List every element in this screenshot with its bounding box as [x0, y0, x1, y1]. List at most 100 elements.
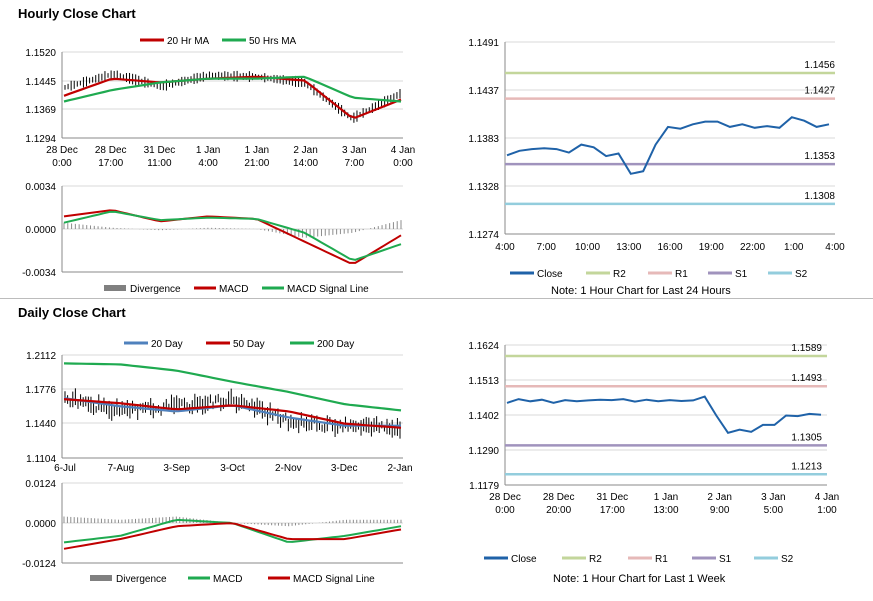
hourly-price-x-tick-time: 4:00 [198, 158, 218, 169]
hourly-price-x-tick-date: 1 Jan [196, 145, 220, 156]
daily-levels-x-tick-time: 17:00 [600, 505, 625, 516]
hourly-price-x-tick-date: 1 Jan [245, 145, 269, 156]
daily-levels-y-tick: 1.1402 [468, 411, 499, 422]
hourly-macd-legend-divergence-swatch [104, 285, 126, 291]
daily-levels-legend-r2-label: R2 [589, 554, 602, 565]
hourly-levels-y-tick: 1.1383 [468, 134, 499, 145]
hourly-levels-y-tick: 1.1491 [468, 38, 499, 49]
hourly-levels-level-label-s1: 1.1353 [804, 151, 835, 162]
daily-levels-x-tick-time: 9:00 [710, 505, 730, 516]
daily-levels-x-tick-date: 4 Jan [815, 492, 839, 503]
hourly-levels-level-label-s2: 1.1308 [804, 191, 835, 202]
hourly-price-y-tick: 1.1520 [25, 48, 56, 59]
daily-levels-x-tick-time: 20:00 [546, 505, 571, 516]
hourly-legend-ma20-label: 20 Hr MA [167, 36, 210, 47]
hourly-price-x-tick-time: 17:00 [98, 158, 123, 169]
daily-macd-y-tick: 0.0124 [25, 479, 56, 490]
daily-levels-legend-close-label: Close [511, 554, 537, 565]
hourly-price-y-tick: 1.1445 [25, 77, 56, 88]
daily-price-y-tick: 1.2112 [26, 351, 56, 362]
daily-macd-y-tick: 0.0000 [25, 519, 56, 530]
hourly-levels-x-tick: 22:00 [740, 242, 765, 253]
hourly-levels-note: Note: 1 Hour Chart for Last 24 Hours [551, 285, 731, 297]
daily-levels-x-tick-date: 28 Dec [543, 492, 575, 503]
daily-price-y-tick: 1.1440 [25, 419, 56, 430]
hourly-macd-y-tick: -0.0034 [22, 268, 56, 279]
daily-price-y-tick: 1.1104 [26, 454, 56, 465]
hourly-levels-legend-r2-label: R2 [613, 269, 626, 280]
daily-legend-ma200-label: 200 Day [317, 339, 354, 350]
daily-price-x-tick: 6-Jul [54, 463, 76, 474]
hourly-macd-legend-macd-label: MACD [219, 284, 248, 295]
daily-levels-y-tick: 1.1179 [469, 481, 499, 492]
hourly-price-x-tick-date: 28 Dec [95, 145, 127, 156]
hourly-levels-y-tick: 1.1328 [468, 182, 499, 193]
hourly-price-x-tick-time: 14:00 [293, 158, 318, 169]
hourly-levels-legend-close-label: Close [537, 269, 563, 280]
daily-legend-ma50-label: 50 Day [233, 339, 265, 350]
hourly-levels-x-tick: 16:00 [657, 242, 682, 253]
daily-levels-y-tick: 1.1290 [468, 446, 499, 457]
hourly-macd-legend-signal-label: MACD Signal Line [287, 284, 369, 295]
hourly-section-title: Hourly Close Chart [18, 6, 136, 21]
hourly-levels-x-tick: 4:00 [495, 242, 515, 253]
daily-price-x-tick: 2-Jan [387, 463, 412, 474]
hourly-levels-level-label-r2: 1.1456 [804, 60, 835, 71]
hourly-price-x-tick-time: 0:00 [52, 158, 72, 169]
hourly-price-x-tick-time: 7:00 [345, 158, 365, 169]
hourly-levels-x-tick: 4:00 [825, 242, 845, 253]
hourly-levels-level-label-r1: 1.1427 [804, 86, 835, 97]
daily-macd-legend-divergence-swatch [90, 575, 112, 581]
hourly-price-x-tick-date: 4 Jan [391, 145, 415, 156]
daily-levels-y-tick: 1.1624 [468, 341, 499, 352]
daily-levels-x-tick-date: 1 Jan [654, 492, 678, 503]
hourly-levels-x-tick: 19:00 [699, 242, 724, 253]
daily-price-ma50-line [63, 398, 402, 429]
daily-levels-legend-s1-label: S1 [719, 554, 732, 565]
hourly-macd-y-tick: 0.0034 [25, 182, 56, 193]
daily-levels-note: Note: 1 Hour Chart for Last 1 Week [553, 573, 726, 585]
daily-levels-level-label-s2: 1.1213 [791, 461, 822, 472]
daily-price-y-tick: 1.1776 [25, 385, 56, 396]
section-divider [0, 298, 873, 299]
daily-levels-x-tick-time: 13:00 [653, 505, 678, 516]
daily-macd-signal-line [63, 522, 402, 550]
daily-levels-x-tick-time: 1:00 [817, 505, 837, 516]
hourly-price-ma50-line [63, 75, 402, 103]
daily-macd-y-tick: -0.0124 [22, 559, 56, 570]
daily-levels-legend-s2-label: S2 [781, 554, 794, 565]
hourly-legend-ma50-label: 50 Hrs MA [249, 36, 297, 47]
hourly-levels-legend-r1-label: R1 [675, 269, 688, 280]
hourly-levels-y-tick: 1.1437 [468, 86, 499, 97]
daily-levels-x-tick-date: 28 Dec [489, 492, 521, 503]
daily-price-x-tick: 3-Sep [163, 463, 190, 474]
daily-levels-close-line [506, 395, 822, 434]
daily-price-x-tick: 3-Oct [220, 463, 245, 474]
hourly-price-x-tick-time: 21:00 [244, 158, 269, 169]
daily-price-x-tick: 7-Aug [107, 463, 134, 474]
daily-levels-legend-r1-label: R1 [655, 554, 668, 565]
hourly-levels-legend-s2-label: S2 [795, 269, 808, 280]
daily-levels-x-tick-date: 2 Jan [707, 492, 731, 503]
hourly-levels-x-tick: 7:00 [537, 242, 557, 253]
daily-levels-level-label-s1: 1.1305 [791, 432, 822, 443]
hourly-price-y-tick: 1.1294 [25, 134, 56, 145]
hourly-macd-legend-divergence-label: Divergence [130, 284, 181, 295]
hourly-price-x-tick-date: 31 Dec [144, 145, 176, 156]
hourly-price-x-tick-date: 3 Jan [342, 145, 366, 156]
hourly-price-x-tick-date: 28 Dec [46, 145, 78, 156]
daily-levels-y-tick: 1.1513 [468, 376, 499, 387]
daily-legend-ma20-label: 20 Day [151, 339, 183, 350]
hourly-levels-x-tick: 13:00 [616, 242, 641, 253]
hourly-macd-y-tick: 0.0000 [25, 225, 56, 236]
daily-macd-legend-macd-label: MACD [213, 574, 242, 585]
hourly-macd-signal-line [63, 210, 402, 261]
hourly-levels-y-tick: 1.1274 [468, 230, 499, 241]
daily-price-ma200-line [63, 362, 402, 412]
daily-levels-x-tick-date: 3 Jan [761, 492, 785, 503]
daily-price-x-tick: 2-Nov [275, 463, 302, 474]
daily-macd-legend-signal-label: MACD Signal Line [293, 574, 375, 585]
hourly-price-x-tick-time: 0:00 [393, 158, 413, 169]
hourly-price-x-tick-time: 11:00 [147, 158, 172, 169]
hourly-levels-x-tick: 10:00 [575, 242, 600, 253]
